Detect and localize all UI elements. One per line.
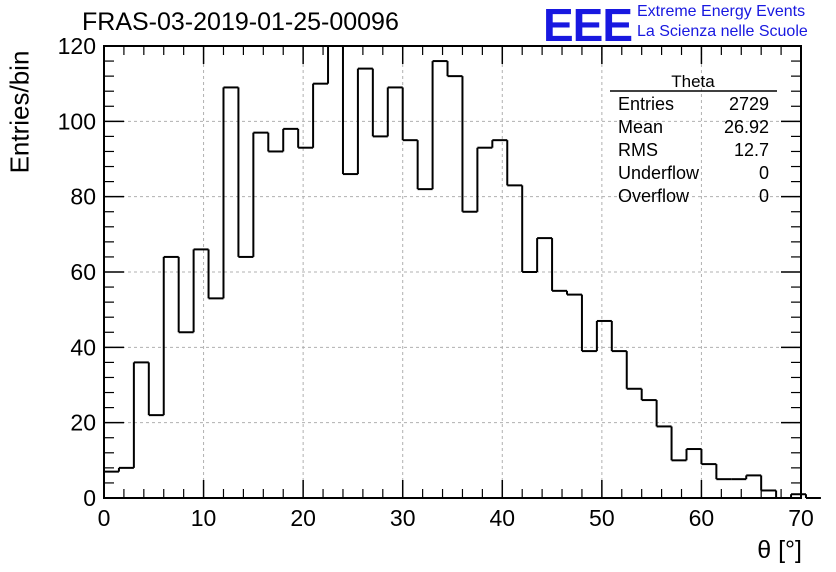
- x-tick-label: 70: [788, 505, 814, 531]
- y-tick-label: 60: [70, 259, 96, 285]
- y-tick-label: 100: [58, 108, 96, 134]
- grid-lines: [104, 46, 801, 498]
- x-tick-label: 30: [390, 505, 416, 531]
- stats-value: 0: [759, 186, 769, 206]
- stats-label: RMS: [618, 140, 658, 160]
- stats-box: Theta Entries 2729 Mean 26.92 RMS 12.7 Underfl…: [610, 72, 777, 206]
- stats-title: Theta: [671, 72, 715, 91]
- y-tick-label: 120: [58, 33, 96, 59]
- x-axis-label: θ [°]: [757, 536, 802, 564]
- x-tick-label: 10: [191, 505, 217, 531]
- axis-ticks: [103, 45, 802, 499]
- y-tick-labels: 0 20 40 60 80 100 120: [58, 33, 96, 511]
- stats-value: 26.92: [724, 117, 769, 137]
- stats-value: 12.7: [734, 140, 769, 160]
- y-tick-label: 0: [83, 485, 96, 511]
- x-tick-label: 50: [589, 505, 615, 531]
- stats-rows: Entries 2729 Mean 26.92 RMS 12.7 Underflow 0 Ove…: [618, 94, 769, 206]
- stats-label: Underflow: [618, 163, 700, 183]
- stats-value: 2729: [729, 94, 769, 114]
- logo-subtitle-line1: Extreme Energy Events: [637, 3, 806, 20]
- stats-label: Overflow: [618, 186, 690, 206]
- eee-logo: EEE: [543, 0, 633, 51]
- x-tick-label: 40: [489, 505, 515, 531]
- x-tick-label: 60: [689, 505, 715, 531]
- y-tick-label: 80: [70, 184, 96, 210]
- x-tick-labels: 0 10 20 30 40 50 60 70: [98, 505, 814, 531]
- y-tick-label: 20: [70, 410, 96, 436]
- histogram-bins: [103, 45, 821, 499]
- chart-title: FRAS-03-2019-01-25-00096: [82, 8, 399, 36]
- y-tick-label: 40: [70, 334, 96, 360]
- logo-subtitle-line2: La Scienza nelle Scuole: [637, 23, 808, 40]
- stats-value: 0: [759, 163, 769, 183]
- x-tick-label: 20: [290, 505, 316, 531]
- stats-label: Entries: [618, 94, 674, 114]
- stats-label: Mean: [618, 117, 663, 137]
- x-tick-label: 0: [98, 505, 111, 531]
